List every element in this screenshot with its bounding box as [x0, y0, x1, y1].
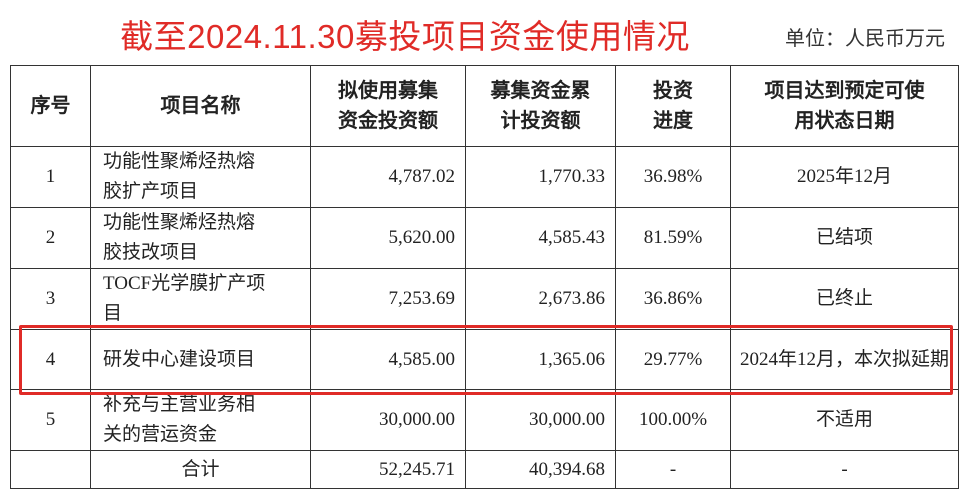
- unit-note: 单位：人民币万元: [785, 28, 945, 50]
- cell: 2024年12月，本次拟延期: [730, 329, 959, 390]
- cell: 补充与主营业务相关的营运资金: [90, 389, 311, 451]
- cell: 3: [10, 268, 91, 330]
- total-row: 合计 52,245.71 40,394.68- -: [10, 450, 959, 489]
- cell: 36.86%: [615, 268, 731, 330]
- table-body: 1 功能性聚烯烃热熔胶扩产项目 4,787.02 1,770.33 36.98% 2025…: [10, 146, 959, 489]
- cell: 29.77%: [615, 329, 731, 390]
- table-row: 1 功能性聚烯烃热熔胶扩产项目 4,787.02 1,770.33 36.98% 2025…: [10, 146, 959, 208]
- cell: 功能性聚烯烃热熔胶扩产项目: [90, 146, 311, 208]
- cell: [10, 450, 91, 489]
- cell: 4,787.02: [310, 146, 466, 208]
- column-header: 项目名称: [90, 65, 311, 147]
- cell: 已终止: [730, 268, 959, 330]
- column-header: 投资进度: [615, 65, 731, 147]
- header-row: 序号 项目名称 拟使用募集资金投资额 募集资金累计投资额 投资进度 项目达到预定可使用状态…: [10, 65, 959, 147]
- table-row: 4 研发中心建设项目 4,585.00 1,365.06 29.77% 2024年12月，…: [10, 329, 959, 390]
- table: 序号 项目名称 拟使用募集资金投资额 募集资金累计投资额 投资进度 项目达到预定可使用状态…: [10, 65, 959, 489]
- cell: 4,585.43: [465, 207, 616, 269]
- cell: 52,245.71: [310, 450, 466, 489]
- cell: 7,253.69: [310, 268, 466, 330]
- table-row: 2 功能性聚烯烃热熔胶技改项目 5,620.00 4,585.43 81.59% 已结项: [10, 207, 959, 269]
- cell: 1,365.06: [465, 329, 616, 390]
- cell: 5,620.00: [310, 207, 466, 269]
- cell: 40,394.68: [465, 450, 616, 489]
- cell: 2,673.86: [465, 268, 616, 330]
- table-row: 3 TOCF光学膜扩产项目 7,253.69 2,673.86 36.86% 已终止: [10, 268, 959, 330]
- cell: 已结项: [730, 207, 959, 269]
- column-header: 拟使用募集资金投资额: [310, 65, 466, 147]
- cell: 4: [10, 329, 91, 390]
- cell: 1,770.33: [465, 146, 616, 208]
- cell: 功能性聚烯烃热熔胶技改项目: [90, 207, 311, 269]
- cell: 100.00%: [615, 389, 731, 451]
- cell: 研发中心建设项目: [90, 329, 311, 390]
- cell: -: [615, 450, 731, 489]
- cell: 30,000.00: [310, 389, 466, 451]
- cell: 36.98%: [615, 146, 731, 208]
- cell: 81.59%: [615, 207, 731, 269]
- cell: 5: [10, 389, 91, 451]
- column-header: 募集资金累计投资额: [465, 65, 616, 147]
- cell: 1: [10, 146, 91, 208]
- column-header: 项目达到预定可使用状态日期: [730, 65, 959, 147]
- cell: 2: [10, 207, 91, 269]
- table-row: 5 补充与主营业务相关的营运资金 30,000.00 30,000.00 100.00%…: [10, 389, 959, 451]
- cell: 合计: [90, 450, 311, 489]
- cell: 4,585.00: [310, 329, 466, 390]
- cell: TOCF光学膜扩产项目: [90, 268, 311, 330]
- cell: -: [730, 450, 959, 489]
- cell: 不适用: [730, 389, 959, 451]
- title: 截至2024.11.30募投项目资金使用情况: [120, 18, 690, 55]
- cell: 30,000.00: [465, 389, 616, 451]
- cell: 2025年12月: [730, 146, 959, 208]
- column-header: 序号: [10, 65, 91, 147]
